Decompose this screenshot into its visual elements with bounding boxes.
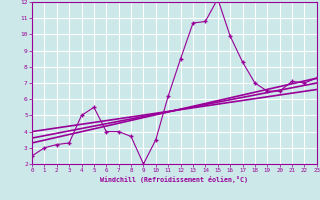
X-axis label: Windchill (Refroidissement éolien,°C): Windchill (Refroidissement éolien,°C) (100, 176, 248, 183)
